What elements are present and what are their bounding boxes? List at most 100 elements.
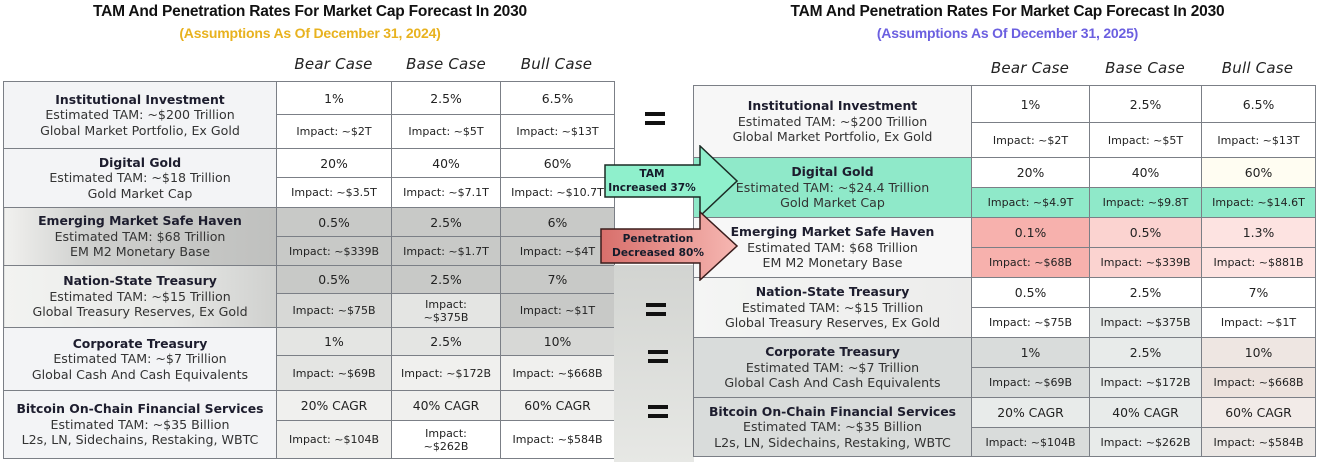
left-table-2024: Institutional Investment Estimated TAM: … xyxy=(3,81,615,459)
left-header-bull: Bull Case xyxy=(520,55,593,73)
penetration-decreased-arrow: Penetration Decreased 80% xyxy=(600,211,738,281)
rate-bull: 6.5% xyxy=(1201,85,1316,123)
middle-shaded-band xyxy=(614,265,694,462)
rate-bull: 6% xyxy=(500,207,615,237)
impact-bear: Impact: ~$69B xyxy=(276,355,392,391)
impact-base: Impact: ~$7.1T xyxy=(391,177,501,208)
rate-base: 2.5% xyxy=(1089,85,1202,123)
rate-bull: 60% xyxy=(1201,157,1316,188)
impact-bear: Impact: ~$69B xyxy=(971,367,1090,398)
segment-name: Bitcoin On-Chain Financial Services xyxy=(708,403,957,419)
segment-tam: Estimated TAM: ~$7 Trillion xyxy=(745,359,920,375)
rate-base: 2.5% xyxy=(391,327,501,356)
impact-base: Impact: ~$375B xyxy=(391,293,501,328)
equals-icon-nation-state xyxy=(646,303,666,317)
impact-bear: Impact: ~$75B xyxy=(276,293,392,328)
rate-bull: 10% xyxy=(500,327,615,356)
left-row-nation-state-label: Nation-State Treasury Estimated TAM: ~$1… xyxy=(3,265,277,328)
rate-bear: 20% CAGR xyxy=(971,397,1090,428)
impact-bear: Impact: ~$104B xyxy=(971,427,1090,457)
rate-base: 2.5% xyxy=(391,207,501,237)
segment-name: Nation-State Treasury xyxy=(755,284,910,300)
right-row-corporate-label: Corporate Treasury Estimated TAM: ~$7 Tr… xyxy=(693,337,972,398)
rate-bull: 7% xyxy=(500,265,615,294)
impact-bull: Impact: ~$584B xyxy=(1201,427,1316,457)
rate-bull: 60% xyxy=(500,148,615,178)
rate-bear: 20% xyxy=(971,157,1090,188)
right-header-bull: Bull Case xyxy=(1221,59,1294,77)
segment-source: Global Market Portfolio, Ex Gold xyxy=(40,122,240,138)
rate-base: 40% CAGR xyxy=(1089,397,1202,428)
impact-bull: Impact: ~$881B xyxy=(1201,247,1316,278)
segment-name: Emerging Market Safe Haven xyxy=(38,213,242,229)
impact-bull: Impact: ~$584B xyxy=(500,420,615,459)
impact-base: Impact: ~$9.8T xyxy=(1089,187,1202,218)
rate-bear: 1% xyxy=(276,327,392,356)
impact-bull: Impact: ~$668B xyxy=(500,355,615,391)
left-title: TAM And Penetration Rates For Market Cap… xyxy=(93,3,527,20)
right-header-bear: Bear Case xyxy=(990,59,1070,77)
penetration-arrow-line1: Penetration xyxy=(622,233,694,245)
arrow-right-icon xyxy=(600,211,738,281)
impact-bear: Impact: ~$75B xyxy=(971,307,1090,338)
arrow-right-icon xyxy=(604,145,738,217)
impact-bear: Impact: ~$339B xyxy=(276,236,392,266)
right-table-2025: Institutional Investment Estimated TAM: … xyxy=(693,85,1316,457)
impact-bull: Impact: ~$4T xyxy=(500,236,615,266)
segment-tam: Estimated TAM: ~$15 Trillion xyxy=(741,299,924,315)
rate-bull: 60% CAGR xyxy=(1201,397,1316,428)
segment-source: Global Treasury Reserves, Ex Gold xyxy=(724,315,941,331)
left-row-institutional-label: Institutional Investment Estimated TAM: … xyxy=(3,81,277,149)
right-title: TAM And Penetration Rates For Market Cap… xyxy=(790,3,1225,20)
rate-bull: 6.5% xyxy=(500,81,615,115)
impact-bear: Impact: ~$104B xyxy=(276,420,392,459)
segment-tam: Estimated TAM: ~$35 Billion xyxy=(50,416,230,432)
rate-bear: 1% xyxy=(971,85,1090,123)
segment-tam: Estimated TAM: ~$200 Trillion xyxy=(737,113,928,129)
impact-bull: Impact: ~$13T xyxy=(500,114,615,149)
left-row-em-safe-haven-label: Emerging Market Safe Haven Estimated TAM… xyxy=(3,207,277,266)
segment-source: L2s, LN, Sidechains, Restaking, WBTC xyxy=(21,432,259,448)
segment-tam: Estimated TAM: ~$15 Trillion xyxy=(49,288,231,304)
segment-tam: Estimated TAM: ~$24.4 Trillion xyxy=(735,179,930,195)
impact-bull: Impact: ~$1T xyxy=(500,293,615,328)
rate-bear: 0.5% xyxy=(971,277,1090,308)
segment-source: Gold Market Cap xyxy=(87,185,193,201)
segment-tam: Estimated TAM: ~$35 Billion xyxy=(743,419,922,435)
left-header-bear: Bear Case xyxy=(294,55,373,73)
rate-bull: 60% CAGR xyxy=(500,390,615,421)
rate-base: 2.5% xyxy=(391,81,501,115)
segment-tam: Estimated TAM: ~$7 Trillion xyxy=(53,351,227,367)
rate-bear: 0.1% xyxy=(971,217,1090,248)
rate-base: 40% CAGR xyxy=(391,390,501,421)
segment-source: Gold Market Cap xyxy=(780,195,885,211)
impact-bull: Impact: ~$668B xyxy=(1201,367,1316,398)
left-row-corporate-label: Corporate Treasury Estimated TAM: ~$7 Tr… xyxy=(3,327,277,391)
segment-name: Digital Gold xyxy=(98,154,182,170)
segment-name: Digital Gold xyxy=(791,164,874,180)
rate-base: 40% xyxy=(1089,157,1202,188)
segment-source: Global Market Portfolio, Ex Gold xyxy=(732,129,933,145)
impact-base: Impact: ~$375B xyxy=(1089,307,1202,338)
penetration-arrow-line2: Decreased 80% xyxy=(612,247,704,259)
rate-bear: 20% CAGR xyxy=(276,390,392,421)
impact-bull: Impact: ~$10.7T xyxy=(500,177,615,208)
equals-icon-onchain xyxy=(648,405,668,419)
equals-icon-institutional xyxy=(645,112,665,126)
rate-base: 40% xyxy=(391,148,501,178)
rate-bull: 10% xyxy=(1201,337,1316,368)
segment-tam: Estimated TAM: ~$200 Trillion xyxy=(45,107,235,123)
impact-bear: Impact: ~$3.5T xyxy=(276,177,392,208)
impact-base: Impact: ~$339B xyxy=(1089,247,1202,278)
rate-base: 0.5% xyxy=(1089,217,1202,248)
segment-name: Bitcoin On-Chain Financial Services xyxy=(16,401,264,417)
left-subtitle: (Assumptions As Of December 31, 2024) xyxy=(179,25,441,41)
rate-bull: 1.3% xyxy=(1201,217,1316,248)
rate-bear: 1% xyxy=(276,81,392,115)
right-row-onchain-label: Bitcoin On-Chain Financial Services Esti… xyxy=(693,397,972,457)
tam-arrow-line1: TAM xyxy=(639,168,665,180)
segment-tam: Estimated TAM: ~$18 Trillion xyxy=(49,170,231,186)
rate-bull: 7% xyxy=(1201,277,1316,308)
segment-name: Corporate Treasury xyxy=(72,335,208,351)
right-row-nation-state-label: Nation-State Treasury Estimated TAM: ~$1… xyxy=(693,277,972,338)
